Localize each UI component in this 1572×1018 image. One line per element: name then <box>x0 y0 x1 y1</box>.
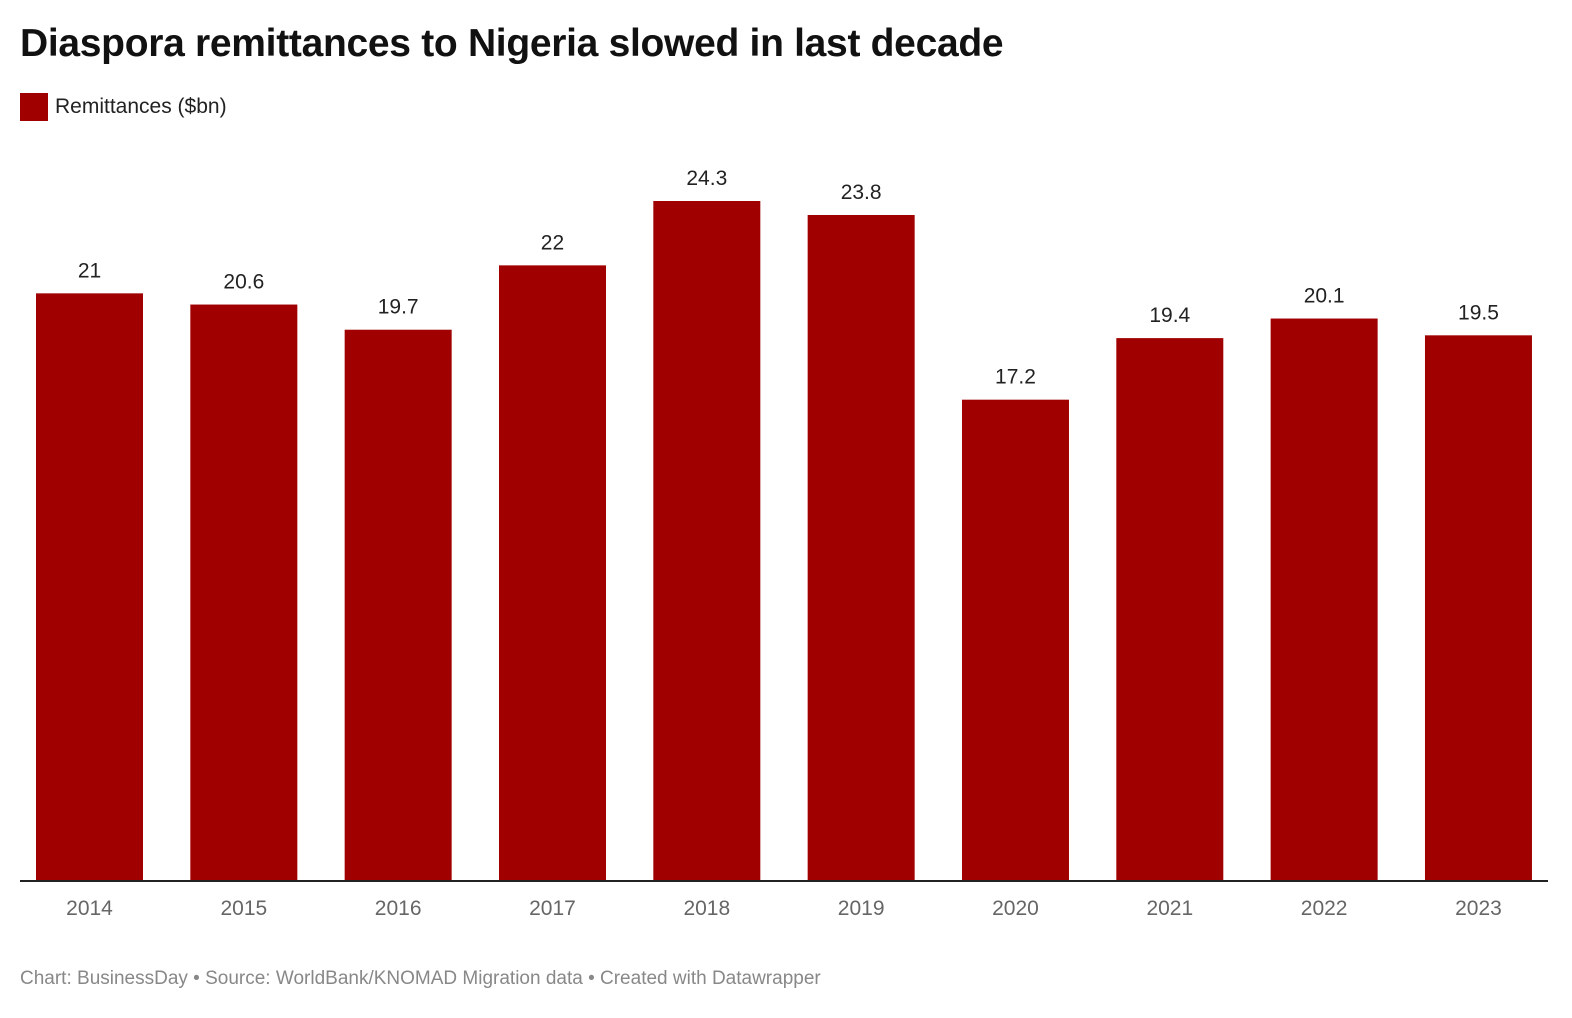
bar-2020 <box>961 399 1069 881</box>
data-label-2022: 20.1 <box>1304 285 1345 308</box>
bar-2015 <box>190 304 298 882</box>
x-tick-label-2021: 2021 <box>1146 897 1193 920</box>
bar-2014 <box>36 293 143 881</box>
bar-2018 <box>653 201 761 881</box>
chart-title: Diaspora remittances to Nigeria slowed i… <box>20 22 1004 65</box>
data-label-2014: 21 <box>78 259 101 282</box>
bar-2021 <box>1116 338 1224 881</box>
data-label-2020: 17.2 <box>995 366 1036 389</box>
x-tick-label-2020: 2020 <box>992 897 1039 920</box>
data-label-2018: 24.3 <box>686 167 727 190</box>
x-tick-label-2023: 2023 <box>1455 897 1502 920</box>
bar-2022 <box>1270 318 1378 881</box>
x-tick-label-2018: 2018 <box>683 897 730 920</box>
bar-2019 <box>807 214 915 882</box>
legend: Remittances ($bn) <box>20 93 227 121</box>
legend-swatch <box>20 93 48 121</box>
bar-2017 <box>498 265 606 881</box>
data-label-2023: 19.5 <box>1458 301 1499 324</box>
x-tick-label-2015: 2015 <box>220 897 267 920</box>
data-label-2015: 20.6 <box>223 271 264 294</box>
data-label-2017: 22 <box>541 231 564 254</box>
x-tick-label-2014: 2014 <box>66 897 113 920</box>
x-tick-label-2016: 2016 <box>375 897 422 920</box>
data-label-2019: 23.8 <box>841 181 882 204</box>
bar-2023 <box>1424 335 1532 881</box>
bar-2016 <box>344 329 452 882</box>
data-label-2021: 19.4 <box>1149 304 1190 327</box>
x-tick-label-2022: 2022 <box>1301 897 1348 920</box>
legend-label: Remittances ($bn) <box>55 95 227 118</box>
x-tick-label-2017: 2017 <box>529 897 576 920</box>
chart-footer: Chart: BusinessDay • Source: WorldBank/K… <box>20 968 821 989</box>
x-tick-label-2019: 2019 <box>838 897 885 920</box>
data-label-2016: 19.7 <box>378 296 419 319</box>
